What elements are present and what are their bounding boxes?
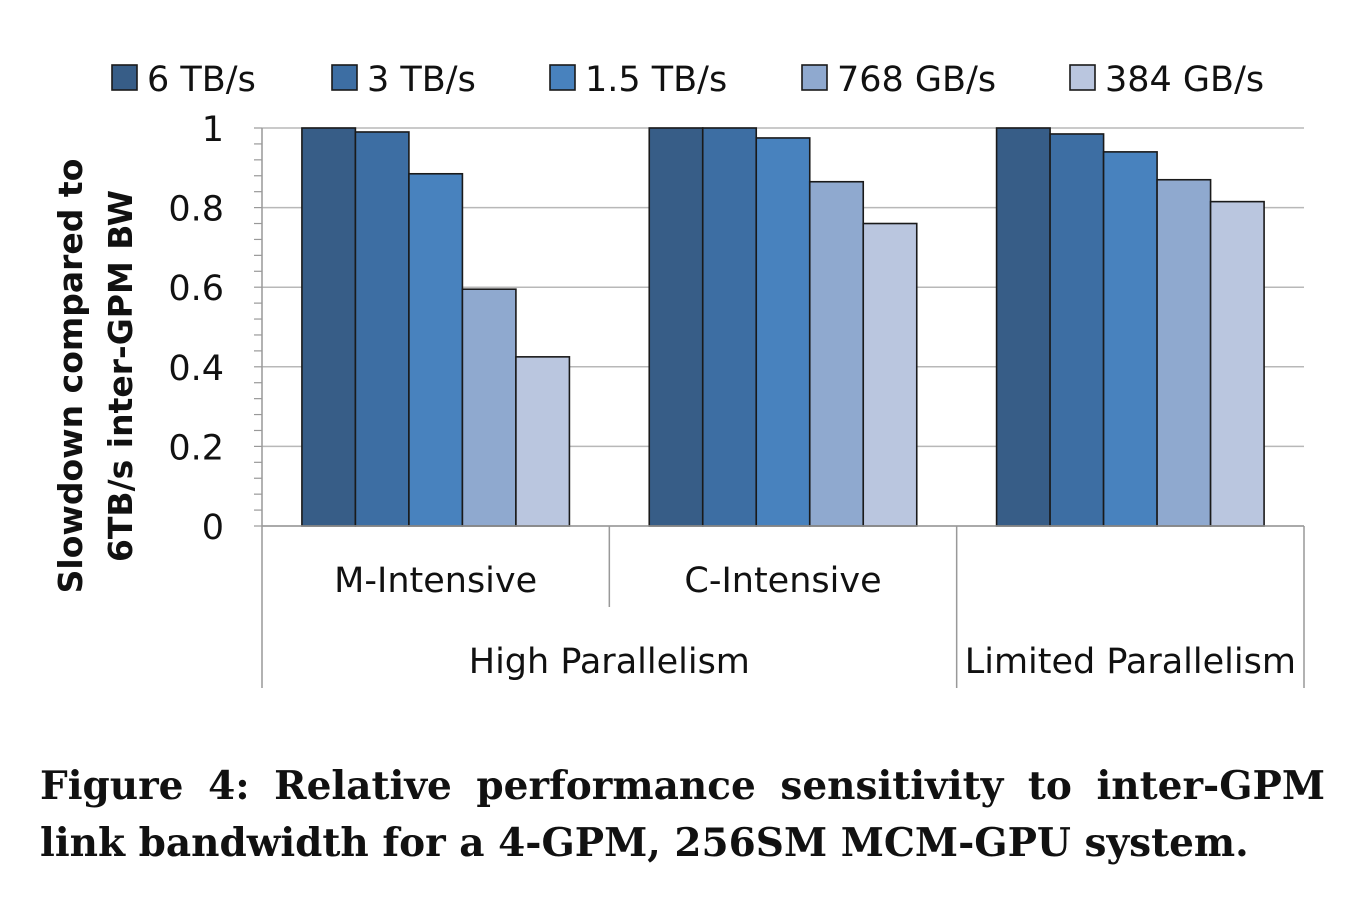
- legend-swatch: [111, 64, 138, 91]
- legend-swatch: [549, 64, 576, 91]
- bar: [1102, 151, 1158, 527]
- bar: [515, 356, 571, 527]
- legend-label: 6 TB/s: [147, 60, 256, 100]
- x-category-label: C-Intensive: [684, 561, 881, 601]
- bar: [1209, 200, 1265, 527]
- legend-label: 3 TB/s: [367, 60, 476, 100]
- bar: [301, 127, 357, 527]
- bar: [862, 222, 918, 527]
- legend-label: 384 GB/s: [1105, 60, 1264, 100]
- y-axis-title-line: Slowdown compared to: [51, 159, 90, 594]
- x-group-label: Limited Parallelism: [965, 642, 1296, 682]
- y-tick-label: 0.8: [168, 190, 224, 230]
- y-tick-label: 0.4: [168, 349, 224, 389]
- bar: [995, 127, 1051, 527]
- bar: [408, 172, 464, 527]
- y-tick-label: 1: [202, 110, 224, 150]
- bar: [701, 127, 758, 527]
- y-axis-title: Slowdown compared to 6TB/s inter-GPM BW: [51, 159, 140, 594]
- axes: 0 0.2 0.4 0.6 0.8 1 M-Intensive C-Intensive High…: [168, 110, 1305, 688]
- bar: [648, 127, 704, 527]
- bar: [1049, 133, 1105, 527]
- legend-swatch: [801, 64, 828, 91]
- y-tick-label: 0: [202, 508, 224, 548]
- bars: [301, 127, 1265, 527]
- legend-swatch: [1069, 64, 1096, 91]
- bar: [1156, 178, 1212, 527]
- legend: 6 TB/s 3 TB/s 1.5 TB/s 768 GB/s 384 GB/s: [111, 60, 1264, 100]
- x-category-label: M-Intensive: [334, 561, 537, 601]
- bar: [461, 288, 517, 527]
- legend-label: 1.5 TB/s: [585, 60, 727, 100]
- bar: [808, 180, 865, 527]
- y-axis-title-line: 6TB/s inter-GPM BW: [101, 190, 140, 562]
- y-tick-label: 0.2: [168, 428, 224, 468]
- legend-swatch: [331, 64, 358, 91]
- y-tick-label: 0.6: [168, 269, 224, 309]
- bar: [354, 131, 410, 527]
- legend-label: 768 GB/s: [837, 60, 996, 100]
- bar-chart: 0 0.2 0.4 0.6 0.8 1 M-Intensive C-Intensive High…: [51, 60, 1305, 688]
- bar: [755, 137, 811, 527]
- x-group-label: High Parallelism: [469, 642, 750, 682]
- figure-caption: Figure 4: Relative performance sensitivi…: [40, 763, 1325, 866]
